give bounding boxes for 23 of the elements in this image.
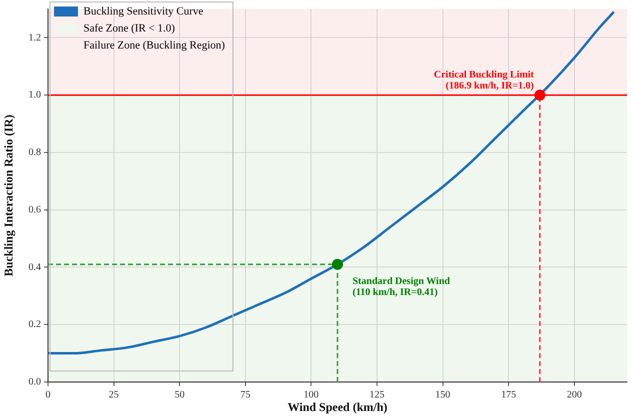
y-tick-label: 0.6 <box>28 204 41 216</box>
x-tick-label: 100 <box>304 390 319 401</box>
legend-label: Buckling Sensitivity Curve <box>84 5 204 18</box>
x-tick-label: 150 <box>435 390 450 401</box>
legend-label: Safe Zone (IR < 1.0) <box>84 22 176 34</box>
y-tick-label: 0.4 <box>28 262 41 273</box>
y-tick-label: 1.0 <box>28 90 41 101</box>
x-tick-label: 125 <box>369 390 384 401</box>
y-tick-label: 0.0 <box>28 376 41 388</box>
y-tick-label: 0.2 <box>28 319 41 330</box>
y-axis-title: Buckling Interaction Ratio (IR) <box>1 114 16 276</box>
x-axis-title: Wind Speed (km/h) <box>288 400 388 414</box>
x-tick-label: 200 <box>566 390 582 401</box>
band-label: Failure Zone (Buckling Region) <box>84 39 226 52</box>
y-tick-label: 1.2 <box>28 32 41 44</box>
x-tick-label: 50 <box>174 390 185 401</box>
x-tick-label: 75 <box>240 390 250 401</box>
annotation: Critical Buckling Limit (186.9 km/h, IR=1.0) <box>434 70 535 92</box>
x-tick-label: 0 <box>46 390 50 401</box>
y-tick-label: 0.8 <box>28 147 41 158</box>
annotation: Standard Design Wind (110 km/h, IR=0.41) <box>352 276 450 298</box>
x-tick-label: 175 <box>501 390 516 401</box>
x-tick-label: 25 <box>108 390 119 401</box>
